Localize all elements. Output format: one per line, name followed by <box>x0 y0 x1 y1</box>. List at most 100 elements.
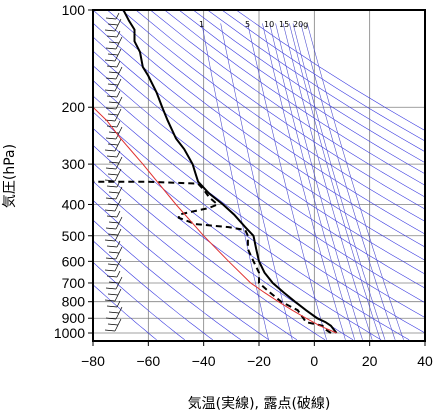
wind-barb-flag <box>115 132 120 140</box>
mixing-ratio-label: 15 <box>279 20 289 29</box>
wind-barb <box>104 209 116 212</box>
wind-barb-flag <box>114 174 119 182</box>
x-axis-ticks: −80 −60 −40 −20 0 20 40 <box>81 341 433 369</box>
series-layer <box>93 10 338 334</box>
wind-barb <box>107 323 119 326</box>
wind-barb-flag <box>118 186 123 194</box>
wind-barb <box>104 149 116 152</box>
dry-adiabat <box>93 65 425 303</box>
wind-barb-flag <box>118 246 123 254</box>
wind-barb-flag <box>117 18 122 26</box>
wind-barb <box>107 143 119 146</box>
wind-barb <box>105 107 117 110</box>
wind-barb <box>105 257 117 260</box>
wind-barb-flag <box>116 30 121 38</box>
dry-adiabat <box>178 10 425 175</box>
wind-barb <box>104 59 116 62</box>
wind-barb-flag <box>114 54 119 62</box>
wind-barb-flag <box>118 96 123 104</box>
dry-adiabat <box>93 10 425 248</box>
wind-barb <box>106 35 118 38</box>
wind-barb-flag <box>116 90 121 98</box>
wind-barb-flag <box>118 276 123 284</box>
wind-barb <box>106 215 118 218</box>
wind-barb-flag <box>115 72 120 80</box>
wind-barb-flag <box>115 282 120 290</box>
mixing-ratio-label: 10 <box>264 20 274 29</box>
wind-barb-flag <box>115 252 120 260</box>
wind-barb <box>106 185 118 188</box>
wind-barb-flag <box>114 114 119 122</box>
wind-barb-flag <box>116 210 121 218</box>
dry-adiabats <box>93 10 425 341</box>
wind-barb <box>108 221 120 224</box>
wind-barb <box>105 227 117 230</box>
wind-barb <box>108 41 120 44</box>
mixing-ratio-label: 5 <box>245 20 250 29</box>
wind-barb-flag <box>116 240 121 248</box>
dry-adiabat <box>135 10 425 210</box>
wind-barb <box>104 299 116 302</box>
wind-barb-flag <box>118 156 123 164</box>
dry-adiabat <box>93 95 425 334</box>
wind-barb-flag <box>118 306 123 314</box>
wind-barb-flag <box>115 222 120 230</box>
y-tick-label: 600 <box>62 253 86 269</box>
mixing-ratio-line <box>292 23 386 340</box>
wind-barb <box>107 23 119 26</box>
y-tick-label: 800 <box>62 294 86 310</box>
x-tick-label: 40 <box>417 353 433 369</box>
wind-barb-flag <box>117 228 122 236</box>
dry-adiabat <box>93 162 326 341</box>
mixing-ratio-line <box>201 23 269 340</box>
wind-barb <box>105 197 117 200</box>
mixing-ratio-line <box>247 23 327 340</box>
dry-adiabat <box>93 261 185 341</box>
wind-barb-flag <box>117 78 122 86</box>
wind-barb-flag <box>116 120 121 128</box>
wind-barb-flag <box>115 42 120 50</box>
mixing-ratio-labels: 1 5 10 15 20g <box>199 20 308 29</box>
wind-barb <box>107 233 119 236</box>
wind-barb <box>108 131 120 134</box>
wind-barb-flag <box>118 36 123 44</box>
wind-barb <box>106 245 118 248</box>
wind-barb <box>107 83 119 86</box>
x-tick-label: −40 <box>192 353 216 369</box>
wind-barb-flag <box>117 138 122 146</box>
dry-adiabat <box>193 10 425 164</box>
wind-barb <box>104 239 116 242</box>
dry-adiabat <box>121 10 425 222</box>
wind-barb-flag <box>116 270 121 278</box>
mixing-ratio-line <box>220 23 293 340</box>
wind-barb-flag <box>114 294 119 302</box>
wind-barb-flag <box>118 66 123 74</box>
y-tick-label: 100 <box>62 2 86 18</box>
wind-barb <box>105 167 117 170</box>
dry-adiabat <box>107 10 425 235</box>
wind-barb-flag <box>114 264 119 272</box>
wind-barb <box>108 71 120 74</box>
wind-barbs <box>104 12 123 332</box>
y-tick-label: 300 <box>62 156 86 172</box>
wind-barb-flag <box>116 300 121 308</box>
mixing-ratio-line <box>306 23 404 340</box>
dry-adiabat <box>164 10 425 186</box>
dry-adiabat <box>93 50 425 289</box>
wind-barb <box>104 89 116 92</box>
wind-barb <box>105 317 117 320</box>
wind-barb <box>104 329 116 332</box>
dry-adiabat <box>93 80 425 318</box>
wind-barb-flag <box>115 102 120 110</box>
wind-barb <box>106 275 118 278</box>
wind-barb-flag <box>114 204 119 212</box>
y-tick-label: 1000 <box>54 325 85 341</box>
wind-barb-flag <box>117 48 122 56</box>
wind-barb-flag <box>117 258 122 266</box>
wind-barb-flag <box>116 150 121 158</box>
wind-barb <box>104 269 116 272</box>
wind-barb <box>107 203 119 206</box>
x-tick-label: 20 <box>362 353 378 369</box>
wind-barb <box>105 47 117 50</box>
